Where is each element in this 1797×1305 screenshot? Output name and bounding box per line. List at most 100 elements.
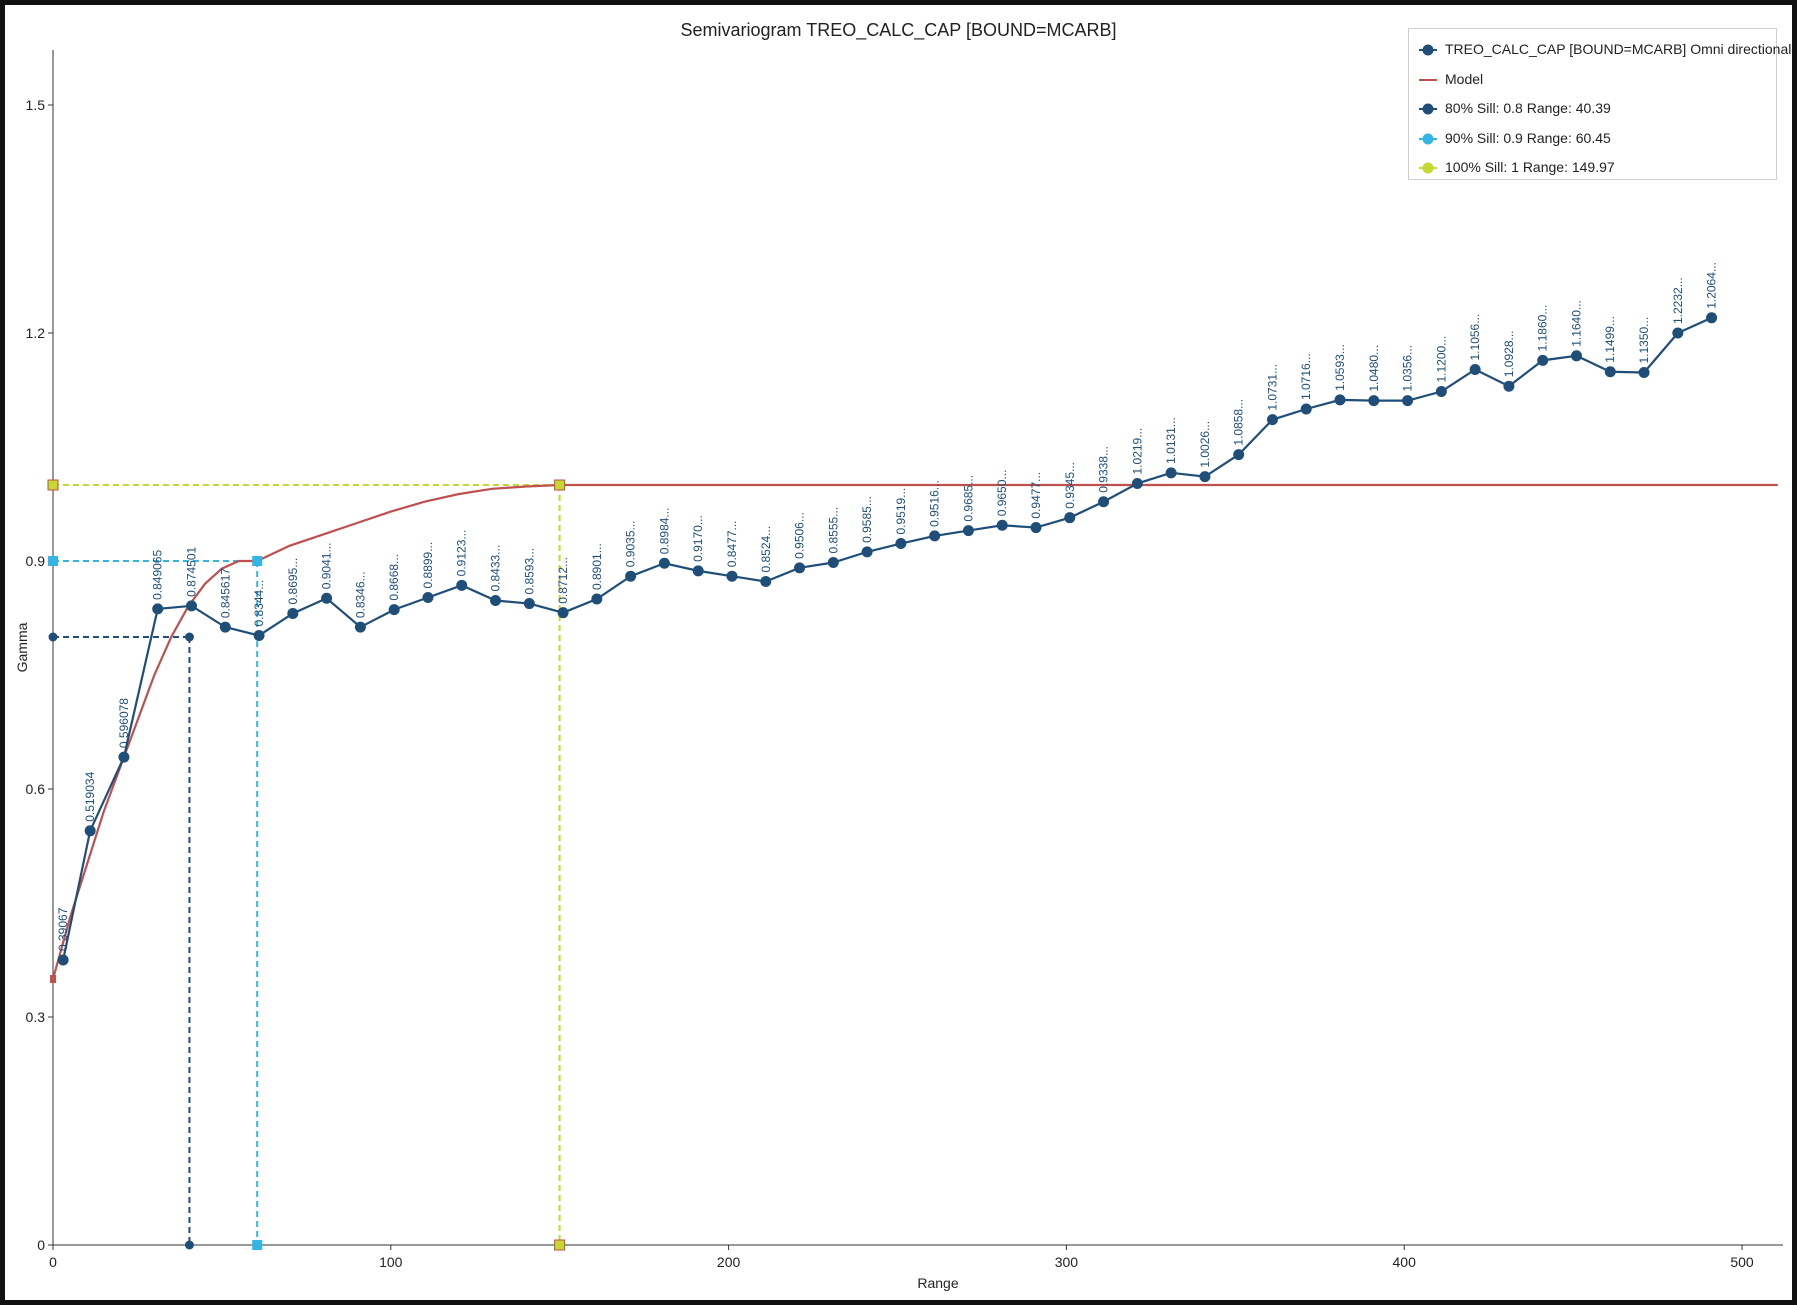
point-data-label: 0.9345... (1063, 462, 1077, 509)
experimental-point (1131, 477, 1143, 489)
point-data-label: 0.596078 (117, 698, 131, 748)
point-data-label: 0.8695... (286, 558, 300, 605)
experimental-point (726, 570, 738, 582)
chart-title: Semivariogram TREO_CALC_CAP [BOUND=MCARB… (680, 20, 1117, 40)
x-tick-label: 100 (379, 1254, 403, 1270)
point-data-label: 0.9650... (995, 470, 1009, 517)
point-data-label: 0.8477... (725, 520, 739, 567)
point-data-label: 0.8712... (556, 557, 570, 604)
point-data-label: 0.9338... (1097, 446, 1111, 493)
point-data-label: 1.2232... (1671, 277, 1685, 324)
point-data-label: 0.8899... (421, 542, 435, 589)
point-data-label: 1.0131... (1164, 417, 1178, 464)
experimental-point (591, 593, 603, 605)
x-tick-label: 400 (1393, 1254, 1417, 1270)
experimental-point (1604, 366, 1616, 378)
experimental-point (996, 519, 1008, 531)
x-tick-label: 300 (1055, 1254, 1079, 1270)
point-data-label: 0.8433... (489, 545, 503, 592)
point-data-label: 0.9123... (455, 530, 469, 577)
experimental-point (1435, 386, 1447, 398)
point-data-label: 1.0026... (1198, 421, 1212, 468)
experimental-point (1334, 394, 1346, 406)
point-data-label: 1.0356... (1401, 345, 1415, 392)
experimental-point (692, 565, 704, 577)
experimental-point (219, 621, 231, 633)
point-data-label: 1.2064... (1705, 262, 1719, 309)
experimental-point (625, 570, 637, 582)
point-data-label: 0.9170... (691, 515, 705, 562)
x-tick-label: 0 (49, 1254, 57, 1270)
experimental-point (321, 592, 333, 604)
sill-marker (554, 479, 566, 491)
experimental-point (658, 557, 670, 569)
legend-symbol-icon (1419, 162, 1437, 174)
point-data-label: 0.519034 (83, 771, 97, 821)
experimental-point (57, 954, 69, 966)
y-tick-label: 0.3 (26, 1009, 46, 1025)
legend-symbol-icon (1419, 78, 1437, 81)
experimental-series-line (62, 316, 1713, 961)
experimental-point (794, 562, 806, 574)
legend-entry: 100% Sill: 1 Range: 149.97 (1409, 153, 1776, 183)
x-tick-label: 200 (717, 1254, 741, 1270)
legend-symbol-icon (1419, 44, 1437, 56)
y-axis-label: Gamma (14, 622, 30, 672)
legend-label: 100% Sill: 1 Range: 149.97 (1445, 159, 1615, 175)
experimental-point (1030, 522, 1042, 534)
legend-label: 80% Sill: 0.8 Range: 40.39 (1445, 100, 1611, 116)
experimental-point (1064, 512, 1076, 524)
y-tick-label: 0 (37, 1237, 45, 1253)
point-data-label: 1.0219... (1130, 428, 1144, 475)
sill-marker (554, 1239, 566, 1251)
point-data-label: 0.9041... (320, 543, 334, 590)
y-tick-label: 1.2 (26, 325, 46, 341)
experimental-point (84, 825, 96, 837)
point-data-label: 0.9516... (928, 480, 942, 527)
point-data-label: 0.849065 (151, 550, 165, 600)
point-data-label: 0.874501 (184, 546, 198, 596)
point-data-label: 1.1200... (1434, 336, 1448, 383)
point-data-label: 0.9519... (894, 488, 908, 535)
chart-marks: 0.39067 0.519034 0.596078 0.849065 0.874501 0… (47, 262, 1778, 1251)
point-data-label: 1.0593... (1333, 344, 1347, 391)
sill-marker (184, 1240, 194, 1250)
legend-label: Model (1445, 70, 1484, 87)
experimental-point (1233, 449, 1245, 461)
experimental-point (152, 603, 164, 615)
point-data-label: 1.1499... (1603, 316, 1617, 363)
point-data-label: 0.9477... (1029, 472, 1043, 519)
sill-marker (48, 632, 58, 642)
experimental-point (354, 621, 366, 633)
point-data-label: 0.8593... (522, 548, 536, 595)
experimental-point (1537, 354, 1549, 366)
y-tick-label: 0.6 (26, 781, 46, 797)
model-start-marker (50, 975, 56, 983)
legend-entry: 90% Sill: 0.9 Range: 60.45 (1409, 124, 1776, 154)
legend-label: TREO_CALC_CAP [BOUND=MCARB] Omni directi… (1445, 41, 1792, 57)
y-tick-label: 1.5 (26, 97, 46, 113)
experimental-point (827, 557, 839, 569)
axes: 0 0.3 0.6 0.9 1.2 1.5 0 100 200 300 400 500 (26, 50, 1783, 1270)
point-data-label: 0.8668... (387, 554, 401, 601)
sill-marker (48, 556, 58, 566)
point-data-label: 1.0928... (1502, 330, 1516, 377)
point-data-label: 0.9585... (860, 496, 874, 543)
point-data-label: 1.1350... (1637, 317, 1651, 364)
point-data-label: 0.8346... (353, 571, 367, 618)
experimental-point (1672, 327, 1684, 339)
experimental-point (1570, 350, 1582, 362)
y-tick-label: 0.9 (26, 553, 46, 569)
experimental-point (422, 591, 434, 603)
experimental-point (861, 546, 873, 558)
experimental-point (523, 598, 535, 610)
chart-legend: TREO_CALC_CAP [BOUND=MCARB] Omni directi… (1408, 28, 1791, 183)
experimental-point (1368, 395, 1380, 407)
experimental-point (253, 629, 265, 641)
point-data-label: 0.8555... (826, 507, 840, 554)
experimental-point (895, 538, 907, 550)
experimental-point (490, 595, 502, 607)
experimental-point (1706, 312, 1718, 324)
